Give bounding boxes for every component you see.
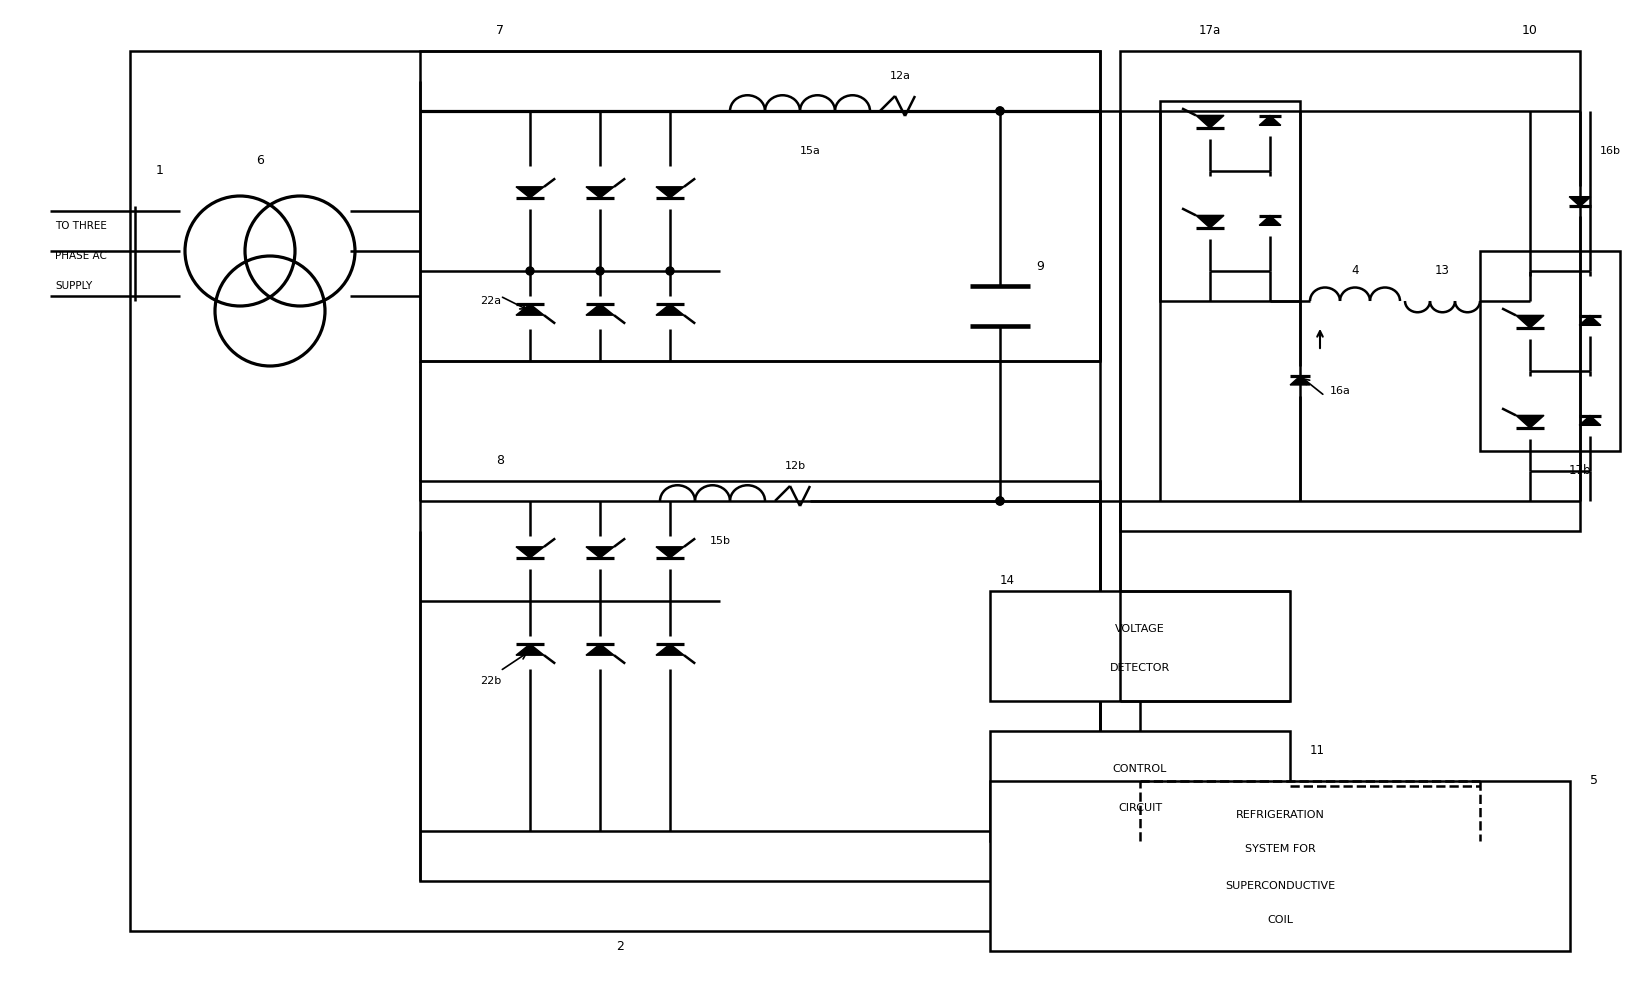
Polygon shape bbox=[586, 546, 614, 558]
Text: 14: 14 bbox=[999, 575, 1016, 588]
Text: 1: 1 bbox=[156, 165, 164, 178]
Circle shape bbox=[996, 107, 1004, 115]
Text: CONTROL: CONTROL bbox=[1113, 764, 1167, 775]
Text: 6: 6 bbox=[256, 154, 264, 168]
Text: COIL: COIL bbox=[1267, 915, 1293, 925]
Polygon shape bbox=[1196, 216, 1224, 228]
Text: 5: 5 bbox=[1590, 775, 1598, 788]
Polygon shape bbox=[1579, 416, 1602, 426]
Bar bbox=[420, 51, 1099, 361]
Polygon shape bbox=[1516, 415, 1544, 428]
Text: 15b: 15b bbox=[709, 536, 730, 546]
Polygon shape bbox=[1516, 316, 1544, 328]
Circle shape bbox=[596, 267, 604, 275]
Polygon shape bbox=[1290, 376, 1310, 385]
Circle shape bbox=[996, 497, 1004, 505]
Circle shape bbox=[527, 267, 533, 275]
Bar bbox=[990, 731, 1290, 841]
Bar bbox=[1160, 101, 1300, 301]
Polygon shape bbox=[656, 644, 684, 655]
Bar bbox=[130, 51, 1099, 931]
Polygon shape bbox=[586, 186, 614, 198]
Text: SUPPLY: SUPPLY bbox=[56, 281, 92, 291]
Polygon shape bbox=[656, 186, 684, 198]
Text: 22b: 22b bbox=[481, 676, 501, 686]
Text: 10: 10 bbox=[1523, 25, 1538, 37]
Text: PHASE AC: PHASE AC bbox=[56, 251, 107, 261]
Polygon shape bbox=[1259, 216, 1280, 226]
Bar bbox=[1480, 251, 1620, 451]
Polygon shape bbox=[656, 546, 684, 558]
Text: 8: 8 bbox=[496, 454, 504, 468]
Polygon shape bbox=[1196, 116, 1224, 128]
Bar bbox=[420, 481, 1099, 881]
Polygon shape bbox=[586, 644, 614, 655]
Text: 16b: 16b bbox=[1600, 146, 1621, 156]
Circle shape bbox=[996, 497, 1004, 505]
Polygon shape bbox=[1259, 116, 1280, 126]
Polygon shape bbox=[515, 304, 545, 315]
Text: 9: 9 bbox=[1035, 260, 1044, 273]
Text: 17a: 17a bbox=[1200, 25, 1221, 37]
Text: SYSTEM FOR: SYSTEM FOR bbox=[1244, 844, 1316, 854]
Bar bbox=[1121, 51, 1580, 531]
Text: 12a: 12a bbox=[889, 71, 911, 81]
Polygon shape bbox=[515, 186, 545, 198]
Polygon shape bbox=[586, 304, 614, 315]
Text: CIRCUIT: CIRCUIT bbox=[1118, 803, 1162, 813]
Text: 7: 7 bbox=[496, 25, 504, 37]
Polygon shape bbox=[656, 304, 684, 315]
Text: SUPERCONDUCTIVE: SUPERCONDUCTIVE bbox=[1224, 881, 1336, 892]
Text: 12b: 12b bbox=[784, 461, 806, 471]
Bar bbox=[990, 781, 1570, 951]
Text: 13: 13 bbox=[1436, 265, 1451, 278]
Text: 2: 2 bbox=[615, 940, 624, 953]
Text: DETECTOR: DETECTOR bbox=[1109, 663, 1170, 673]
Text: VOLTAGE: VOLTAGE bbox=[1116, 625, 1165, 635]
Text: 16a: 16a bbox=[1329, 386, 1351, 396]
Polygon shape bbox=[1569, 196, 1590, 206]
Text: 11: 11 bbox=[1310, 745, 1324, 757]
Polygon shape bbox=[515, 644, 545, 655]
Polygon shape bbox=[1579, 316, 1602, 326]
Text: TO THREE: TO THREE bbox=[56, 221, 107, 231]
Polygon shape bbox=[515, 546, 545, 558]
Circle shape bbox=[666, 267, 674, 275]
Text: 15a: 15a bbox=[799, 146, 820, 156]
Circle shape bbox=[996, 107, 1004, 115]
Text: 17b: 17b bbox=[1569, 464, 1592, 478]
Text: 4: 4 bbox=[1351, 265, 1359, 278]
Text: 22a: 22a bbox=[481, 296, 501, 306]
Bar bbox=[990, 591, 1290, 701]
Text: REFRIGERATION: REFRIGERATION bbox=[1236, 810, 1324, 820]
